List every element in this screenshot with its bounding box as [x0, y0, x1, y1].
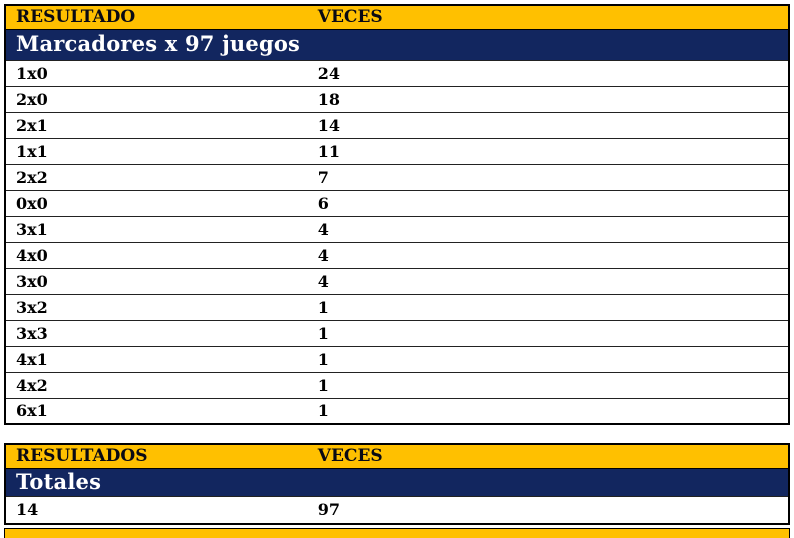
table-cell: 4 — [307, 268, 789, 295]
table-row: 3x0 4 — [5, 268, 789, 295]
table-cell: 3x2 — [5, 294, 308, 321]
column-header-veces: VECES — [307, 4, 789, 30]
column-header-resultados: RESULTADOS — [5, 443, 308, 469]
column-header-resultado: RESULTADO — [5, 4, 308, 30]
table-cell: 2x0 — [5, 86, 308, 113]
table-row: 2x2 7 — [5, 164, 789, 191]
table-cell: 6 — [307, 190, 789, 217]
table-row: 0x0 6 — [5, 190, 789, 217]
table-cell: 4 — [307, 242, 789, 269]
table-gap — [4, 425, 790, 443]
table-cell: 14 — [5, 496, 308, 525]
table-cell: 3x1 — [5, 216, 308, 243]
table-cell: 1 — [307, 372, 789, 399]
marcadores-title-row: Marcadores x 97 juegos — [5, 29, 789, 61]
marcadores-table: Marcadores x 97 juegos RESULTADO VECES 1… — [4, 4, 790, 425]
table-cell: 11 — [307, 138, 789, 165]
table-cell: 1 — [307, 346, 789, 373]
table-cell: 18 — [307, 86, 789, 113]
table-cell: 3x0 — [5, 268, 308, 295]
table-cell: 3x3 — [5, 320, 308, 347]
column-header-veces-totales: VECES — [307, 443, 789, 469]
table-row: 3x2 1 — [5, 294, 789, 321]
marcadores-title: Marcadores x 97 juegos — [5, 29, 789, 61]
table-cell: 97 — [307, 496, 789, 525]
totales-title: Totales — [5, 468, 789, 497]
table-cell: 4x0 — [5, 242, 308, 269]
table-cell: 4 — [307, 216, 789, 243]
totales-title-row: Totales — [5, 468, 789, 497]
totales-body: 14 97 — [5, 496, 789, 525]
table-row: 14 97 — [5, 496, 789, 525]
table-row: 2x0 18 — [5, 86, 789, 113]
table-row: 4x1 1 — [5, 346, 789, 373]
marcadores-header-row: RESULTADO VECES — [5, 4, 789, 30]
table-row: 3x1 4 — [5, 216, 789, 243]
table-cell: 4x2 — [5, 372, 308, 399]
table-cell: 1 — [307, 294, 789, 321]
table-cell: 4x1 — [5, 346, 308, 373]
table-row: 4x2 1 — [5, 372, 789, 399]
table-cell: 24 — [307, 60, 789, 87]
table-row: 1x1 11 — [5, 138, 789, 165]
table-cell: 2x1 — [5, 112, 308, 139]
totales-table: Totales RESULTADOS VECES 14 97 — [4, 443, 790, 525]
table-row: 4x0 4 — [5, 242, 789, 269]
table-cell: 14 — [307, 112, 789, 139]
table-cell: 1 — [307, 320, 789, 347]
table-row: 3x3 1 — [5, 320, 789, 347]
table-cell: 2x2 — [5, 164, 308, 191]
table-cell: 0x0 — [5, 190, 308, 217]
table-cell: 7 — [307, 164, 789, 191]
marcadores-body: 1x0 24 2x0 18 2x1 14 1x1 11 2x2 7 0x0 6 3x1 4 4x0 4 3x0 4… — [5, 60, 789, 425]
table-cell: 1x0 — [5, 60, 308, 87]
table-row: 6x1 1 — [5, 398, 789, 425]
table-row: 1x0 24 — [5, 60, 789, 87]
totales-header-row: RESULTADOS VECES — [5, 443, 789, 469]
table-cell: 1x1 — [5, 138, 308, 165]
table-cell: 6x1 — [5, 398, 308, 425]
next-section-header-partial — [4, 528, 790, 538]
table-cell: 1 — [307, 398, 789, 425]
table-row: 2x1 14 — [5, 112, 789, 139]
